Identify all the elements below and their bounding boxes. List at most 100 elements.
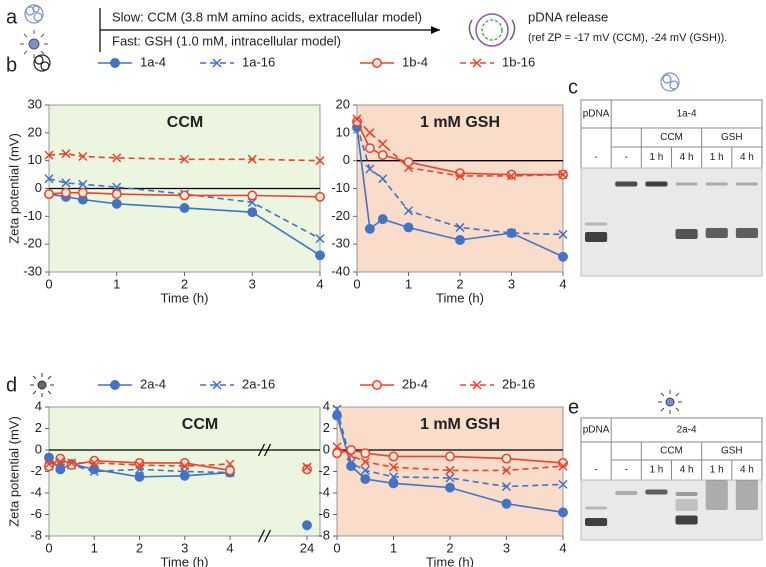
gel-lane-label: - (625, 152, 628, 163)
slow-text: Slow: CCM (3.8 mM amino acids, extracell… (112, 9, 422, 24)
y-tick-label: -30 (23, 263, 42, 278)
marker (179, 470, 190, 481)
y-tick-label: 2 (35, 420, 42, 435)
polymer-icon (24, 4, 44, 24)
gel-lane-label: 1 h (710, 465, 724, 476)
marker (55, 457, 65, 467)
marker (352, 116, 362, 127)
y-tick-label: 30 (28, 96, 42, 111)
x-tick-label: 3 (249, 276, 256, 291)
marker (179, 154, 190, 164)
marker (558, 170, 568, 180)
marker (506, 169, 517, 180)
marker (44, 189, 54, 200)
x-axis-label: Time (h) (161, 554, 209, 567)
y-tick-label: -8 (30, 527, 42, 542)
marker (302, 462, 312, 472)
marker (332, 404, 342, 414)
marker (247, 197, 257, 207)
fast-text: Fast: GSH (1.0 mM, intracellular model) (112, 33, 341, 48)
marker (360, 457, 370, 467)
x-tick-label: 3 (181, 540, 188, 555)
marker (558, 507, 568, 518)
marker (455, 235, 465, 245)
marker (111, 189, 122, 200)
x-tick-label: 24 (300, 540, 314, 555)
marker (110, 58, 120, 68)
panel-label: e (568, 396, 579, 418)
gel-band (675, 499, 698, 511)
panel-label: c (568, 76, 578, 98)
gel-band (735, 182, 758, 186)
x-tick-label: 4 (316, 276, 323, 291)
gel-band (705, 228, 728, 238)
marker (225, 459, 235, 469)
y-tick-label: 2 (323, 420, 330, 435)
x-axis-label: Time (h) (436, 290, 484, 305)
marker (388, 462, 399, 472)
marker (388, 451, 399, 462)
y-tick-label: -20 (23, 236, 42, 251)
gel-band (615, 181, 638, 187)
y-tick-label: -10 (23, 208, 42, 223)
marker (346, 458, 356, 468)
x-tick-label: 0 (45, 276, 52, 291)
y-tick-label: -30 (331, 236, 350, 251)
plot-title: 1 mM GSH (420, 416, 500, 433)
y-tick-label: -2 (318, 463, 330, 478)
marker (179, 203, 190, 213)
y-tick-label: -20 (331, 208, 350, 223)
x-tick-label: 0 (353, 276, 360, 291)
marker (110, 380, 120, 390)
marker (332, 442, 342, 452)
y-tick-label: 10 (336, 124, 350, 139)
marker (89, 455, 100, 466)
marker (558, 229, 568, 239)
marker (302, 520, 312, 531)
note-text: (ref ZP = -17 mV (CCM), -24 mV (GSH)). (528, 32, 727, 44)
gel-band (675, 492, 698, 496)
marker (61, 149, 71, 159)
marker (346, 450, 356, 460)
gel-reference: pDNA (583, 109, 610, 120)
marker (44, 150, 54, 160)
plot-title: 1 mM GSH (420, 114, 500, 131)
marker (44, 461, 54, 472)
x-tick-label: 0 (333, 540, 340, 555)
gel-band (675, 229, 698, 239)
marker (315, 250, 325, 261)
marker (377, 150, 388, 161)
marker (61, 178, 71, 188)
axis-break (257, 443, 272, 457)
marker (67, 458, 77, 468)
y-tick-label: 10 (28, 152, 42, 167)
marker (388, 472, 399, 482)
gel-band (585, 518, 608, 526)
y-tick-label: 0 (323, 441, 330, 456)
x-tick-label: 1 (390, 540, 397, 555)
gel-condition: CCM (660, 446, 683, 457)
x-tick-label: 1 (405, 276, 412, 291)
polymer-icon (658, 390, 682, 414)
marker (89, 458, 99, 468)
marker (372, 58, 382, 68)
release-icon (468, 13, 516, 47)
marker (403, 206, 414, 216)
gel-condition: GSH (721, 446, 743, 457)
gel-lane-label: 4 h (680, 465, 694, 476)
y-tick-label: -40 (331, 263, 350, 278)
marker (365, 164, 375, 174)
panel-label: d (6, 374, 17, 396)
legend-label: 1a-16 (242, 54, 275, 69)
x-tick-label: 4 (559, 276, 566, 291)
marker (332, 448, 342, 459)
marker (78, 151, 88, 162)
gel-band (645, 489, 668, 495)
panel-label: b (6, 54, 17, 76)
marker (445, 482, 455, 493)
x-tick-label: 3 (503, 540, 510, 555)
marker (44, 459, 54, 469)
x-tick-label: 3 (508, 276, 515, 291)
marker (360, 448, 371, 459)
